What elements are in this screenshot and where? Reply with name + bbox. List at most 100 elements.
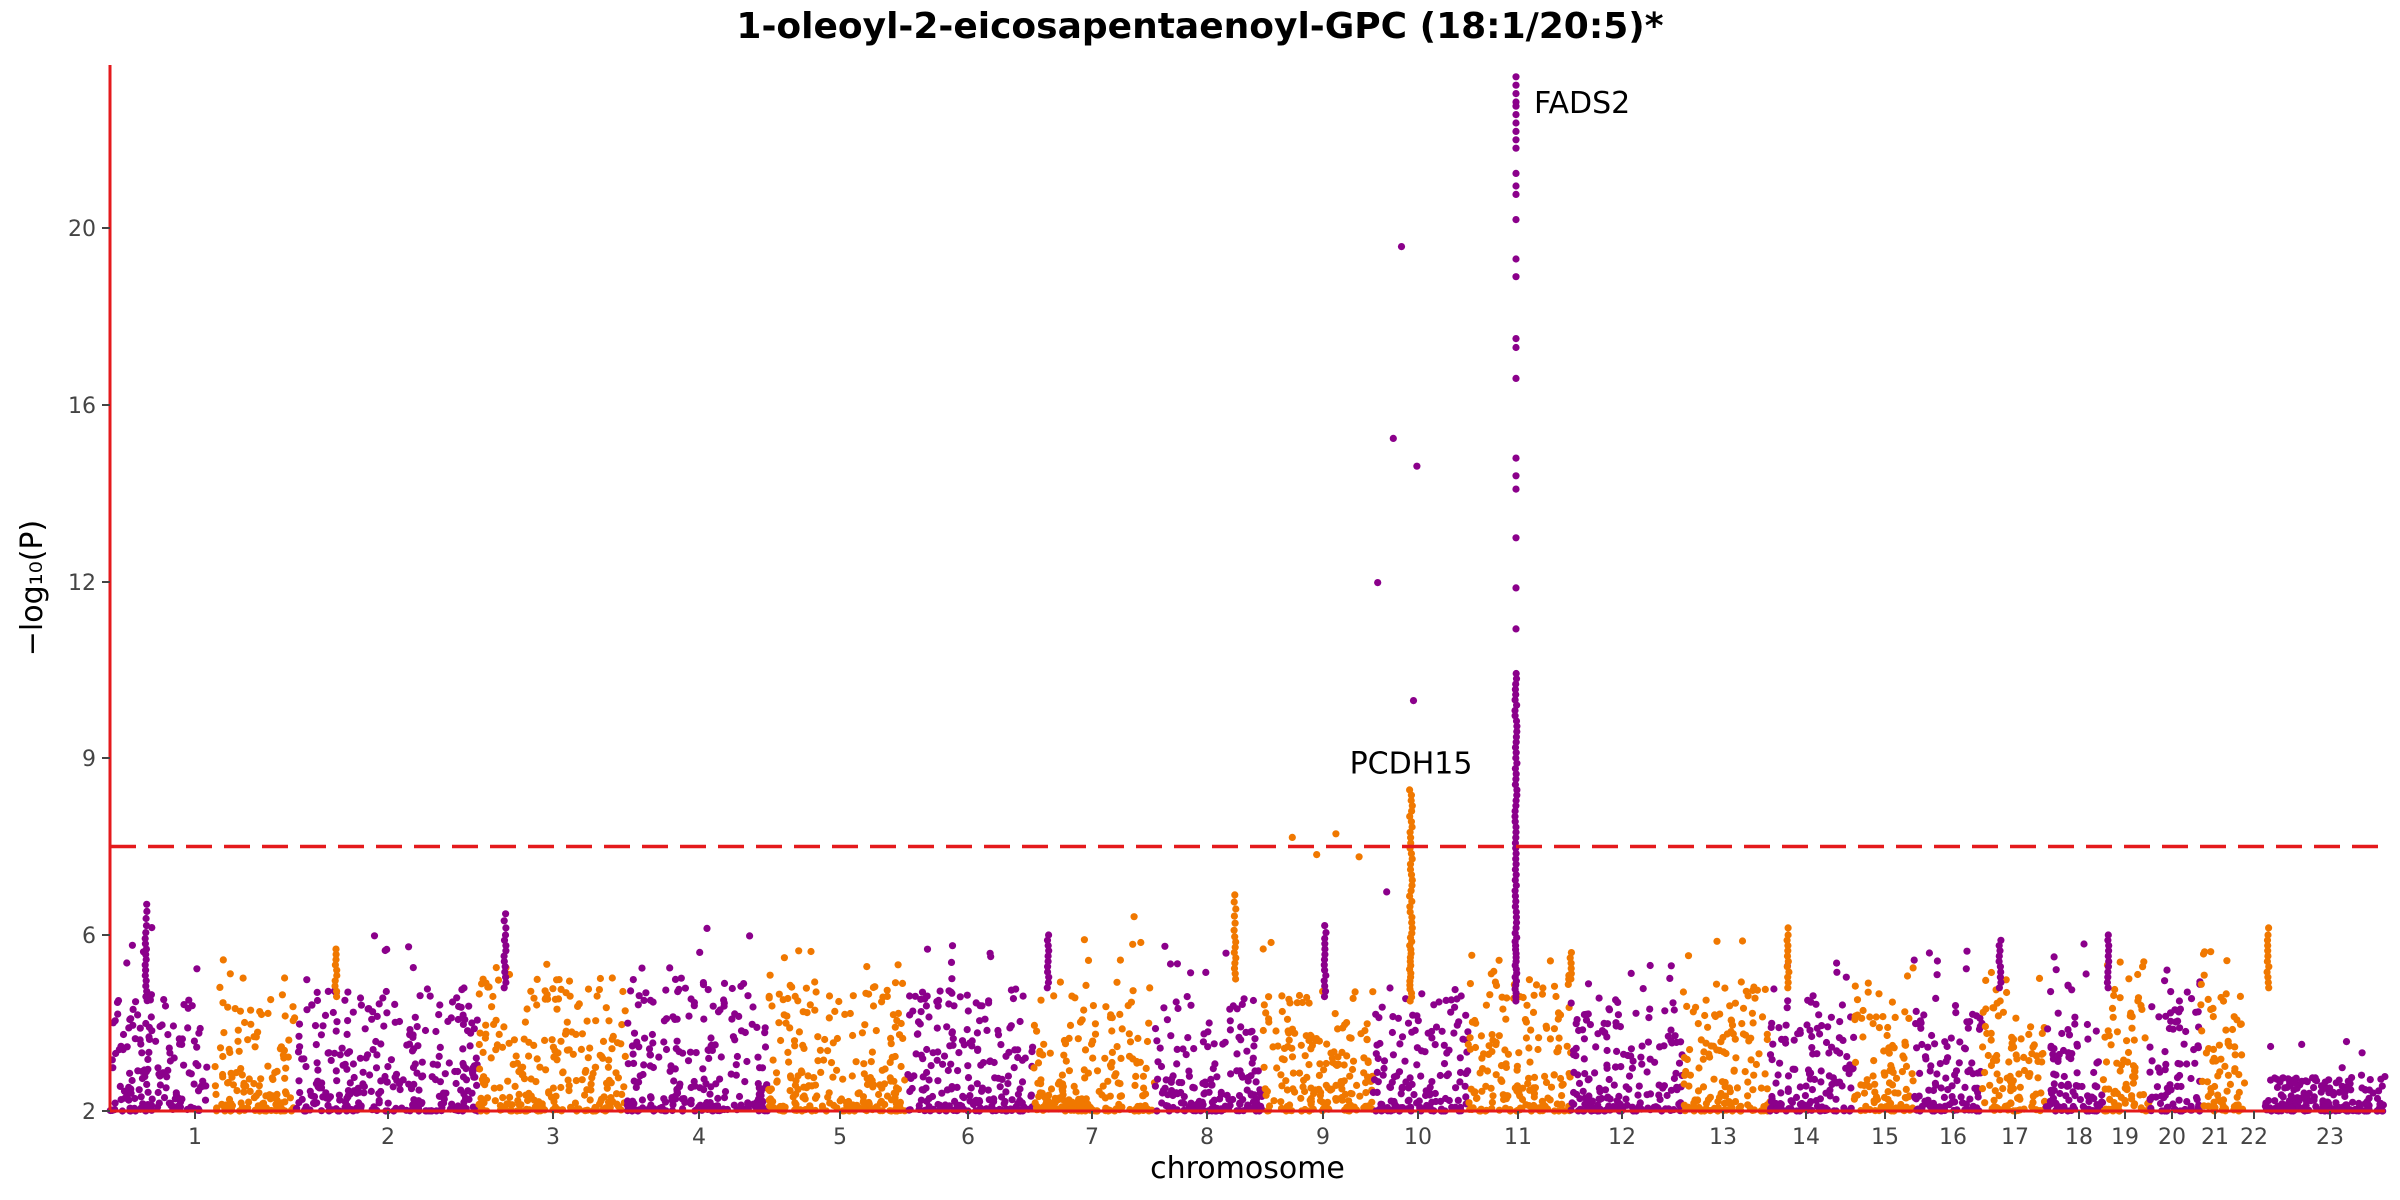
- snp-point: [1519, 993, 1527, 1002]
- snp-point: [2335, 1088, 2343, 1096]
- snp-point: [1295, 991, 1304, 1000]
- snp-point: [572, 1077, 580, 1085]
- snp-point: [1605, 1005, 1613, 1013]
- snp-point: [524, 1096, 532, 1105]
- snp-point: [2032, 1052, 2041, 1060]
- snp-point: [1378, 1003, 1386, 1011]
- snp-point: [1920, 1011, 1928, 1019]
- snp-point: [344, 1017, 352, 1025]
- peak-point: [1995, 957, 2003, 966]
- snp-point: [1555, 1044, 1563, 1052]
- snp-point: [1076, 1097, 1084, 1105]
- snp-point: [1932, 994, 1940, 1003]
- snp-point: [875, 1090, 883, 1099]
- snp-point: [2128, 1024, 2136, 1032]
- snp-point: [1154, 1075, 1162, 1083]
- snp-point: [2082, 970, 2090, 978]
- snp-point: [1805, 1100, 1813, 1108]
- snp-point: [1409, 1011, 1417, 1019]
- snp-point: [241, 1018, 249, 1027]
- peak-point: [1512, 374, 1520, 382]
- snp-point: [1908, 1070, 1916, 1078]
- snp-point: [1184, 1034, 1192, 1042]
- snp-point: [2053, 1101, 2061, 1109]
- snp-point: [1040, 1040, 1048, 1048]
- snp-point: [707, 1034, 715, 1042]
- peak-point: [1512, 770, 1520, 778]
- snp-point: [1249, 996, 1257, 1005]
- snp-point: [2167, 988, 2175, 996]
- snp-point: [2025, 1072, 2033, 1080]
- snp-point: [357, 1001, 365, 1009]
- snp-point: [1947, 1034, 1955, 1042]
- snp-point: [618, 1021, 626, 1029]
- snp-point: [533, 1055, 541, 1063]
- peak-point: [1567, 975, 1575, 983]
- snp-point: [2057, 1081, 2065, 1089]
- snp-point: [630, 1059, 638, 1067]
- snp-point: [936, 987, 944, 995]
- snp-point: [1610, 1081, 1618, 1089]
- snp-point: [818, 1102, 827, 1110]
- snp-point: [1646, 961, 1654, 970]
- snp-point: [1725, 1084, 1734, 1092]
- snp-point: [1174, 1004, 1182, 1013]
- snp-point: [409, 1033, 417, 1041]
- snp-point: [2215, 1041, 2223, 1049]
- snp-point: [721, 1088, 730, 1096]
- snp-point: [790, 1037, 799, 1045]
- peak-point: [1321, 922, 1329, 930]
- snp-point: [1101, 1054, 1109, 1062]
- snp-point: [2216, 1098, 2225, 1106]
- peak-point: [1322, 929, 1330, 937]
- snp-point: [383, 1078, 391, 1086]
- snp-point: [1525, 1102, 1533, 1110]
- snp-point: [1406, 1074, 1414, 1082]
- snp-point: [1471, 1043, 1480, 1052]
- snp-point: [1697, 1036, 1705, 1044]
- peak-point: [502, 924, 510, 932]
- snp-point: [1860, 1089, 1869, 1097]
- snp-point: [1380, 1064, 1388, 1072]
- snp-point: [1917, 1024, 1925, 1032]
- snp-point: [2223, 957, 2231, 965]
- snp-point: [1305, 1036, 1313, 1044]
- snp-point: [1257, 1102, 1265, 1110]
- snp-point: [1927, 1062, 1935, 1070]
- peak-point: [1044, 978, 1052, 987]
- snp-point: [1185, 1067, 1193, 1075]
- peak-point: [142, 956, 150, 964]
- snp-point: [1115, 1100, 1123, 1108]
- snp-point: [1219, 1040, 1227, 1048]
- snp-point: [1864, 979, 1872, 987]
- chart-title: 1-oleoyl-2-eicosapentaenoyl-GPC (18:1/20…: [736, 6, 1664, 47]
- snp-point: [1417, 1047, 1426, 1055]
- peak-point: [1511, 876, 1519, 884]
- peak-point: [1512, 119, 1520, 127]
- snp-point: [1331, 1010, 1339, 1018]
- snp-point: [557, 1037, 565, 1045]
- snp-point: [917, 995, 925, 1003]
- snp-point: [1116, 1010, 1124, 1019]
- snp-point: [1784, 997, 1792, 1005]
- snp-point: [2111, 985, 2119, 994]
- snp-point: [1532, 981, 1541, 989]
- snp-point: [184, 1024, 192, 1032]
- snp-point: [1859, 1006, 1867, 1015]
- snp-point: [1983, 1029, 1991, 1038]
- peak-point: [1231, 943, 1239, 951]
- snp-point: [720, 979, 729, 988]
- snp-point: [1850, 1095, 1858, 1103]
- snp-point: [415, 1086, 423, 1094]
- snp-point: [1431, 1041, 1439, 1049]
- snp-point: [448, 998, 457, 1006]
- snp-point: [871, 983, 879, 991]
- snp-point: [2027, 1023, 2035, 1031]
- snp-point: [201, 1096, 210, 1104]
- snp-point: [1173, 1045, 1181, 1053]
- snp-point: [1752, 1060, 1760, 1069]
- snp-point: [302, 1063, 310, 1071]
- snp-point: [391, 1018, 399, 1026]
- peak-point: [142, 914, 150, 923]
- snp-point: [1320, 1066, 1328, 1074]
